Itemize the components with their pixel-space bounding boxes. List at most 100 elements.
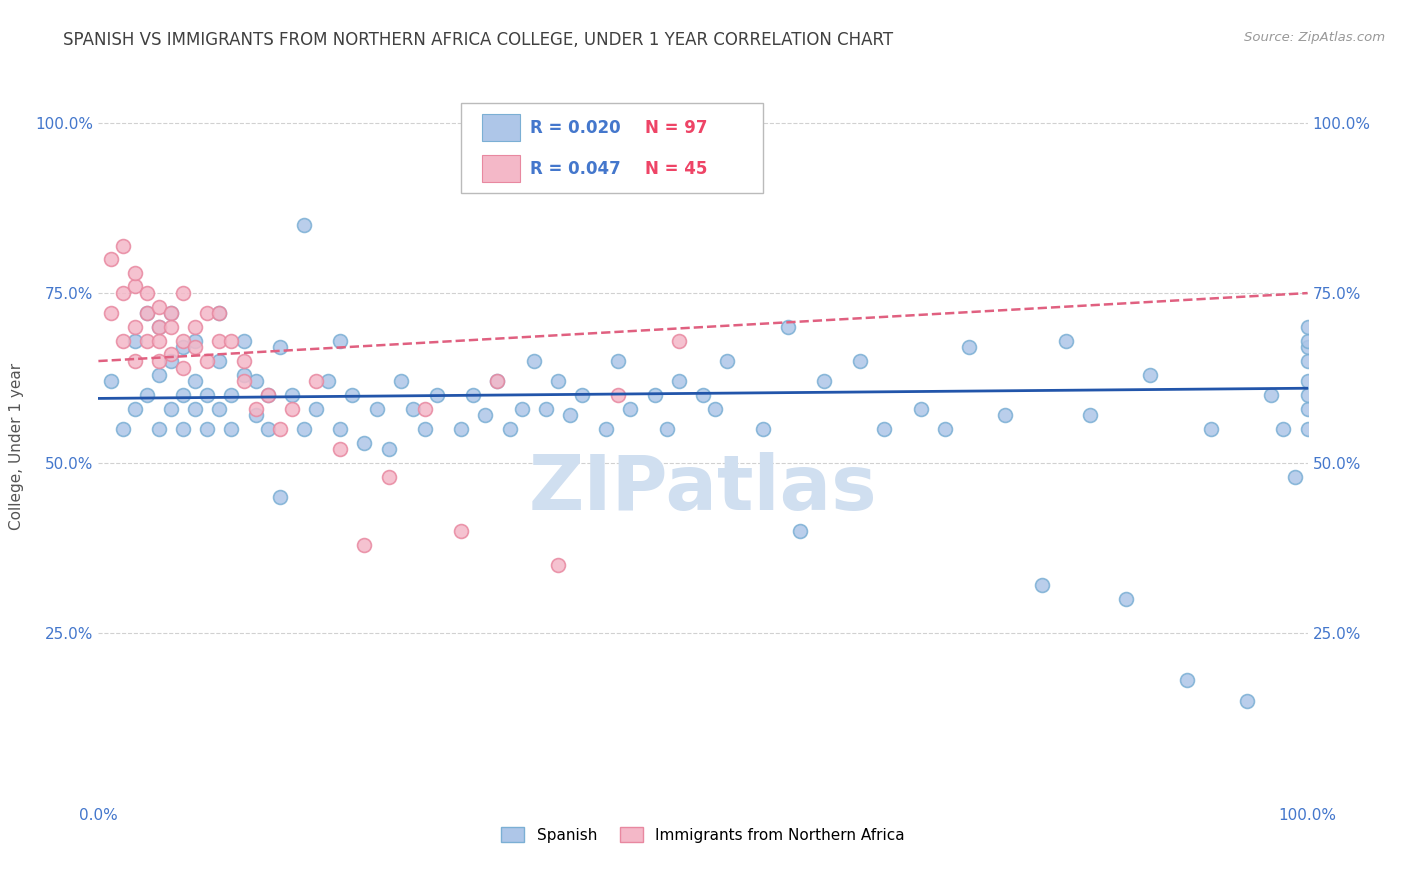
Point xyxy=(135,306,157,320)
Point xyxy=(305,401,328,416)
Point xyxy=(256,388,278,402)
Point xyxy=(292,422,315,436)
Point xyxy=(111,286,134,301)
Point xyxy=(353,435,375,450)
Point xyxy=(160,354,183,368)
Point xyxy=(1054,334,1077,348)
Point xyxy=(184,375,207,389)
Point xyxy=(172,360,194,375)
Point xyxy=(668,375,690,389)
Point xyxy=(208,354,231,368)
Point xyxy=(124,334,146,348)
FancyBboxPatch shape xyxy=(482,114,520,141)
Point xyxy=(547,558,569,572)
Point xyxy=(148,422,170,436)
Point xyxy=(1296,354,1319,368)
Point xyxy=(208,306,231,320)
Point xyxy=(184,401,207,416)
Point xyxy=(957,341,980,355)
Point xyxy=(221,388,243,402)
Text: ZIPatlas: ZIPatlas xyxy=(529,452,877,525)
Point xyxy=(148,320,170,334)
Text: N = 97: N = 97 xyxy=(645,119,707,136)
Point xyxy=(1139,368,1161,382)
Point xyxy=(1199,422,1222,436)
Point xyxy=(172,341,194,355)
Point xyxy=(292,218,315,232)
Point xyxy=(486,375,509,389)
Point xyxy=(160,347,183,361)
Point xyxy=(1260,388,1282,402)
Point xyxy=(232,375,254,389)
Point xyxy=(208,334,231,348)
Point xyxy=(1031,578,1053,592)
Point xyxy=(558,409,581,423)
Point xyxy=(910,401,932,416)
Point xyxy=(752,422,775,436)
Legend: Spanish, Immigrants from Northern Africa: Spanish, Immigrants from Northern Africa xyxy=(495,821,911,848)
Point xyxy=(148,368,170,382)
Point xyxy=(269,341,291,355)
Point xyxy=(160,320,183,334)
Point xyxy=(184,320,207,334)
Point xyxy=(232,334,254,348)
Point xyxy=(450,422,472,436)
Point xyxy=(1272,422,1295,436)
Point xyxy=(486,375,509,389)
Point xyxy=(135,306,157,320)
Point xyxy=(160,306,183,320)
Point xyxy=(1296,388,1319,402)
FancyBboxPatch shape xyxy=(461,103,763,193)
Point xyxy=(668,334,690,348)
Point xyxy=(160,306,183,320)
Point xyxy=(377,469,399,483)
Point xyxy=(232,368,254,382)
Point xyxy=(135,388,157,402)
Point xyxy=(256,422,278,436)
Point xyxy=(534,401,557,416)
Point xyxy=(413,422,436,436)
Point xyxy=(1284,469,1306,483)
Text: R = 0.020: R = 0.020 xyxy=(530,119,620,136)
Point xyxy=(316,375,339,389)
Point xyxy=(607,388,630,402)
Point xyxy=(377,442,399,457)
Point xyxy=(221,334,243,348)
Point xyxy=(655,422,678,436)
Point xyxy=(148,320,170,334)
Point xyxy=(510,401,533,416)
Point xyxy=(571,388,593,402)
Point xyxy=(329,442,352,457)
Point xyxy=(111,238,134,252)
FancyBboxPatch shape xyxy=(482,155,520,182)
Point xyxy=(498,422,520,436)
Point xyxy=(245,409,267,423)
Point xyxy=(100,306,122,320)
Point xyxy=(256,388,278,402)
Text: N = 45: N = 45 xyxy=(645,160,707,178)
Point xyxy=(184,334,207,348)
Point xyxy=(100,252,122,266)
Point xyxy=(208,401,231,416)
Point xyxy=(124,401,146,416)
Point xyxy=(389,375,412,389)
Point xyxy=(934,422,956,436)
Point xyxy=(813,375,835,389)
Point xyxy=(195,388,218,402)
Point xyxy=(704,401,727,416)
Point xyxy=(619,401,641,416)
Point xyxy=(366,401,388,416)
Point xyxy=(111,334,134,348)
Point xyxy=(1296,341,1319,355)
Text: SPANISH VS IMMIGRANTS FROM NORTHERN AFRICA COLLEGE, UNDER 1 YEAR CORRELATION CHA: SPANISH VS IMMIGRANTS FROM NORTHERN AFRI… xyxy=(63,31,893,49)
Text: Source: ZipAtlas.com: Source: ZipAtlas.com xyxy=(1244,31,1385,45)
Point xyxy=(100,375,122,389)
Point xyxy=(124,354,146,368)
Point xyxy=(245,401,267,416)
Point xyxy=(1296,375,1319,389)
Point xyxy=(135,334,157,348)
Point xyxy=(172,388,194,402)
Point xyxy=(644,388,666,402)
Point xyxy=(849,354,872,368)
Point xyxy=(148,354,170,368)
